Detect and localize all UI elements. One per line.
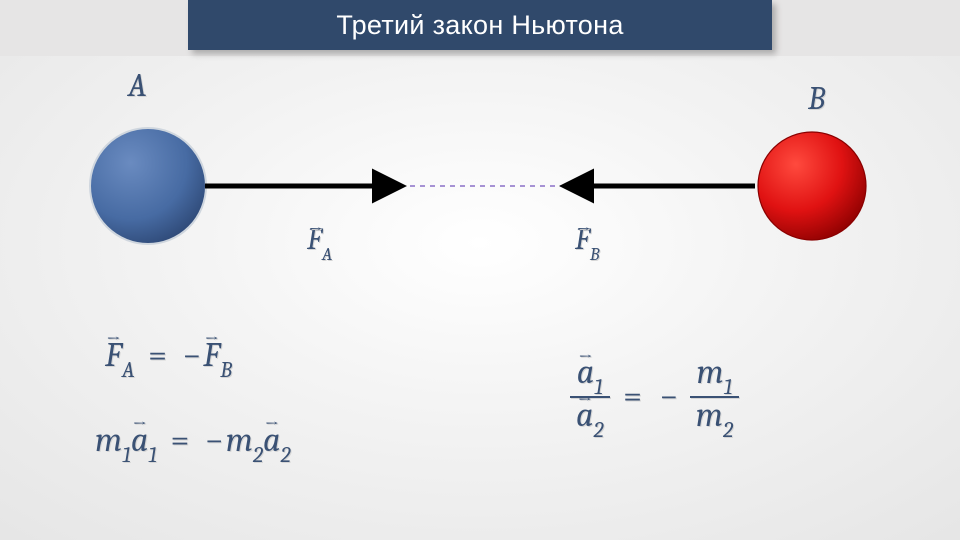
equation-forces: →FA = −→FB bbox=[105, 335, 232, 380]
label-force-a: → FA bbox=[307, 222, 332, 261]
ball-b bbox=[758, 132, 866, 240]
ball-a bbox=[90, 128, 206, 244]
equation-ma: m1→a1 = −m2→a2 bbox=[95, 420, 291, 465]
label-b: B bbox=[808, 80, 825, 117]
label-force-b: → FB bbox=[575, 222, 600, 261]
slide-title: Третий закон Ньютона bbox=[188, 0, 772, 50]
label-a: A bbox=[128, 67, 147, 104]
equation-ratio: →a1 →a2 = − m1 m2 bbox=[570, 355, 739, 439]
